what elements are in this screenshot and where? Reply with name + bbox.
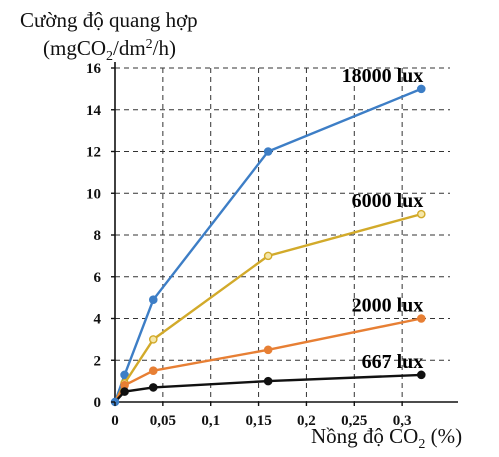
- label-layer: Cường độ quang hợp (mgCO2/dm2/h) Nồng độ…: [20, 8, 462, 452]
- x-tick-label-0: 0: [111, 413, 119, 429]
- data-point-6000-lux-2: [148, 335, 158, 344]
- grid-layer: [115, 67, 450, 402]
- y-tick-label-8: 16: [86, 61, 102, 77]
- x-tick-label-2: 0,1: [201, 413, 220, 429]
- tick-layer: 0 2 4 6 8 10 12 14 16 0 0,05 0,1 0,15 0,2 0,25 0,3: [86, 61, 412, 429]
- x-axis-title-subscript: 2: [418, 437, 425, 452]
- data-point-2000-lux-2: [148, 366, 158, 375]
- data-point-2000-lux-4: [416, 314, 426, 323]
- data-point-667-lux-1: [120, 387, 129, 396]
- series-layer: 18000 lux 6000 lux 2000 lux 667 lux: [110, 65, 426, 407]
- x-tick-label-5: 0,25: [341, 413, 367, 429]
- x-axis-title-prefix: Nồng độ CO: [311, 424, 418, 448]
- y-tick-label-2: 4: [94, 312, 102, 328]
- y-tick-label-7: 14: [86, 103, 102, 119]
- y-axis-unit-mid: /dm: [113, 36, 146, 60]
- x-tick-label-1: 0,05: [150, 413, 176, 429]
- data-point-18000-lux-3: [263, 147, 273, 156]
- data-point-6000-lux-3: [263, 251, 273, 261]
- data-point-667-lux-3: [263, 376, 273, 386]
- series-label-18000-lux: 18000 lux: [342, 65, 424, 87]
- axis-layer: [114, 62, 458, 403]
- data-point-18000-lux-4: [416, 84, 426, 94]
- y-axis-unit-subscript: 2: [106, 49, 113, 64]
- y-tick-label-6: 12: [86, 145, 101, 161]
- x-tick-label-6: 0,3: [393, 413, 412, 429]
- y-axis-unit-suffix: /h): [153, 36, 176, 60]
- y-tick-label-0: 0: [94, 395, 102, 411]
- series-label-667-lux: 667 lux: [362, 351, 424, 373]
- data-point-18000-lux-2: [148, 295, 158, 305]
- y-axis-unit: (mgCO2/dm2/h): [43, 36, 176, 64]
- series-label-6000-lux: 6000 lux: [352, 190, 424, 212]
- x-axis-title: Nồng độ CO2 (%): [311, 424, 462, 452]
- data-point-6000-lux-4: [416, 209, 426, 219]
- data-point-667-lux-4: [416, 370, 426, 380]
- series-label-2000-lux: 2000 lux: [352, 295, 424, 317]
- y-axis-unit-prefix: (mgCO: [43, 36, 106, 60]
- y-axis-title: Cường độ quang hợp: [20, 8, 198, 32]
- x-tick-label-4: 0,2: [297, 413, 316, 429]
- data-point-2000-lux-3: [263, 345, 273, 355]
- y-tick-label-4: 8: [94, 228, 102, 244]
- y-tick-label-3: 6: [94, 270, 102, 286]
- y-axis-unit-superscript: 2: [146, 37, 153, 52]
- data-point-667-lux-2: [148, 383, 158, 392]
- x-axis-title-suffix: (%): [425, 424, 462, 448]
- y-tick-label-1: 2: [94, 353, 102, 369]
- y-tick-label-5: 10: [86, 186, 101, 202]
- x-tick-label-3: 0,15: [245, 413, 271, 429]
- series-667-lux: 667 lux: [113, 351, 426, 404]
- data-point-18000-lux-1: [120, 370, 129, 380]
